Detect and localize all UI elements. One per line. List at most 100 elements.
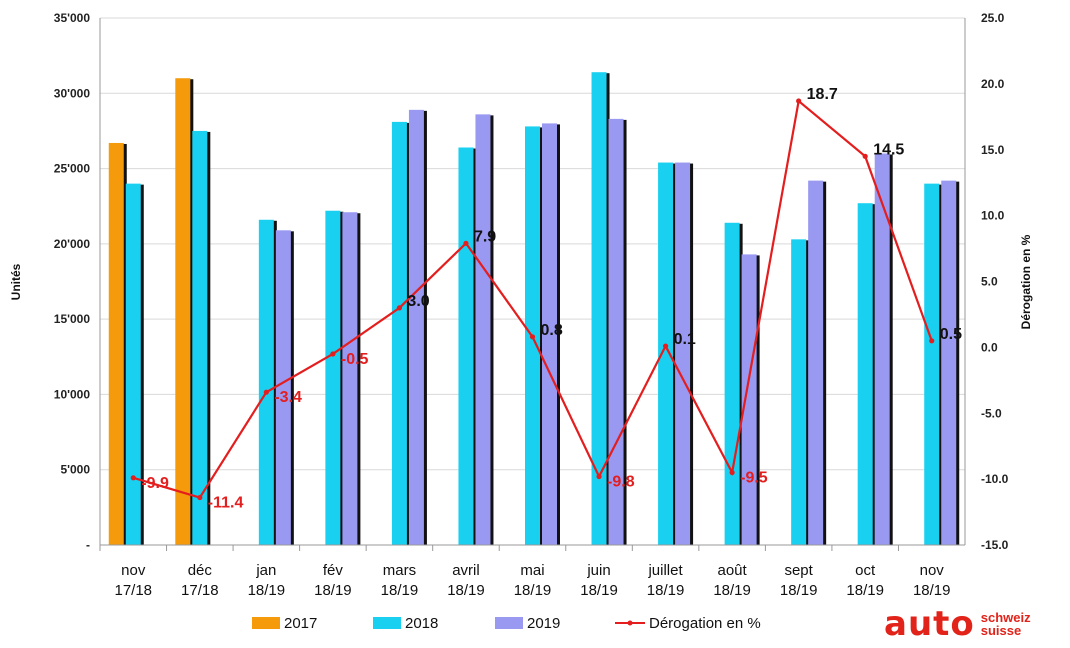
x-tick-label: jan	[255, 562, 276, 579]
bar-2019	[741, 254, 757, 545]
x-tick-label: 18/19	[514, 582, 552, 599]
deviation-label: -0.5	[341, 351, 369, 368]
bar-2019	[542, 123, 557, 546]
x-tick-label: 18/19	[913, 582, 951, 599]
y-axis-title: Unités	[9, 263, 23, 300]
bar-2018	[857, 203, 873, 545]
deviation-label: 18.7	[807, 86, 838, 103]
deviation-label: -9.9	[141, 475, 169, 492]
x-tick-label: juillet	[647, 562, 683, 579]
logo-sub-suisse: suisse	[980, 623, 1022, 638]
bar-2019	[275, 230, 291, 545]
legend-label: 2017	[284, 615, 317, 632]
x-tick-label: oct	[855, 562, 876, 579]
bar-2018	[192, 130, 208, 545]
deviation-label: 0.5	[940, 326, 962, 343]
deviation-point	[330, 351, 336, 357]
x-tick-label: 18/19	[647, 582, 685, 599]
deviation-point	[396, 305, 403, 311]
deviation-point	[197, 494, 203, 501]
deviation-point	[862, 153, 868, 159]
axes: - 5'000 10'000 15'000 20'000 25'000 30'000 35'0…	[54, 11, 1009, 599]
y2-tick-label: -15.0	[981, 538, 1009, 552]
bar-2018	[258, 219, 274, 545]
deviation-label: 0.1	[674, 331, 696, 348]
deviation-point	[596, 473, 602, 480]
x-tick-label: mai	[520, 562, 544, 579]
x-tick-label: déc	[188, 562, 213, 579]
bar-2018	[458, 147, 474, 545]
x-tick-label: nov	[121, 562, 146, 579]
deviation-label: 0.8	[541, 322, 563, 339]
y2-tick-label: 20.0	[981, 77, 1005, 91]
deviation-label: -9.5	[740, 470, 768, 487]
deviation-label: -9.8	[607, 473, 635, 490]
y2-tick-label: 10.0	[981, 209, 1005, 223]
legend-swatch	[252, 617, 280, 629]
x-tick-label: mars	[383, 562, 416, 579]
bar-2018	[724, 222, 740, 545]
deviation-label: -11.4	[208, 495, 244, 512]
auto-schweiz-logo: auto schweiz suisse	[884, 603, 1031, 645]
legend-label: 2019	[527, 615, 560, 632]
logo-subtext: schweiz suisse	[981, 611, 1031, 637]
bar-2018	[658, 162, 674, 545]
bar-2019	[675, 162, 691, 545]
y-tick-label: 25'000	[54, 162, 91, 176]
y-tick-label: 5'000	[60, 463, 90, 477]
deviation-label: 14.5	[873, 141, 904, 158]
y2-tick-label: -10.0	[981, 472, 1009, 486]
legend-label: 2018	[405, 615, 438, 632]
bar-2019	[874, 153, 890, 545]
deviation-point	[796, 98, 802, 104]
deviation-label: 7.9	[474, 228, 496, 245]
x-tick-label: fév	[323, 562, 344, 579]
bar-2018	[125, 183, 141, 545]
legend-swatch	[373, 617, 401, 629]
x-tick-label: 17/18	[114, 582, 152, 599]
deviation-point	[463, 240, 469, 246]
x-tick-label: 18/19	[846, 582, 884, 599]
deviation-point	[263, 389, 269, 395]
x-tick-label: 18/19	[713, 582, 751, 599]
bars	[108, 72, 960, 546]
y2-tick-label: 25.0	[981, 11, 1005, 25]
deviation-label: 3.0	[407, 293, 429, 310]
y2-tick-label: 15.0	[981, 143, 1005, 157]
bar-2018	[791, 239, 807, 545]
bar-2017	[108, 142, 124, 545]
x-tick-label: 18/19	[780, 582, 818, 599]
bar-2018	[391, 121, 407, 545]
legend: 2017 2018 2019 Dérogation en %	[252, 615, 761, 632]
x-tick-label: 18/19	[314, 582, 352, 599]
deviation-line	[130, 98, 935, 501]
deviation-point	[529, 334, 536, 340]
y2-tick-label: 5.0	[981, 275, 998, 289]
bar-2018	[924, 183, 940, 545]
x-tick-label: juin	[586, 562, 610, 579]
y-tick-label: 10'000	[54, 387, 91, 401]
x-tick-label: avril	[452, 562, 480, 579]
y-tick-label: 15'000	[54, 312, 91, 326]
legend-swatch	[495, 617, 523, 629]
y2-axis-title: Dérogation en %	[1019, 234, 1033, 329]
bar-2019	[342, 212, 358, 546]
y-tick-label: 30'000	[54, 86, 91, 100]
bar-2017	[175, 78, 191, 545]
x-tick-label: août	[718, 562, 748, 579]
bar-2018	[325, 210, 341, 545]
y-tick-label: 35'000	[54, 11, 91, 25]
deviation-point	[929, 338, 935, 344]
x-tick-label: nov	[920, 562, 945, 579]
x-tick-label: sept	[784, 562, 813, 579]
x-tick-label: 18/19	[381, 582, 419, 599]
deviation-point	[130, 475, 136, 481]
y-tick-label: 20'000	[54, 237, 91, 251]
y2-tick-label: 0.0	[981, 340, 998, 354]
data-labels: -9.9 -11.4 -3.4 -0.5 3.0 7.9 0.8 -9.8 0.1 -9.5 18.…	[141, 86, 962, 512]
y-tick-label: -	[86, 538, 90, 552]
x-tick-label: 18/19	[248, 582, 286, 599]
bar-2019	[475, 114, 491, 545]
deviation-label: -3.4	[274, 389, 302, 406]
